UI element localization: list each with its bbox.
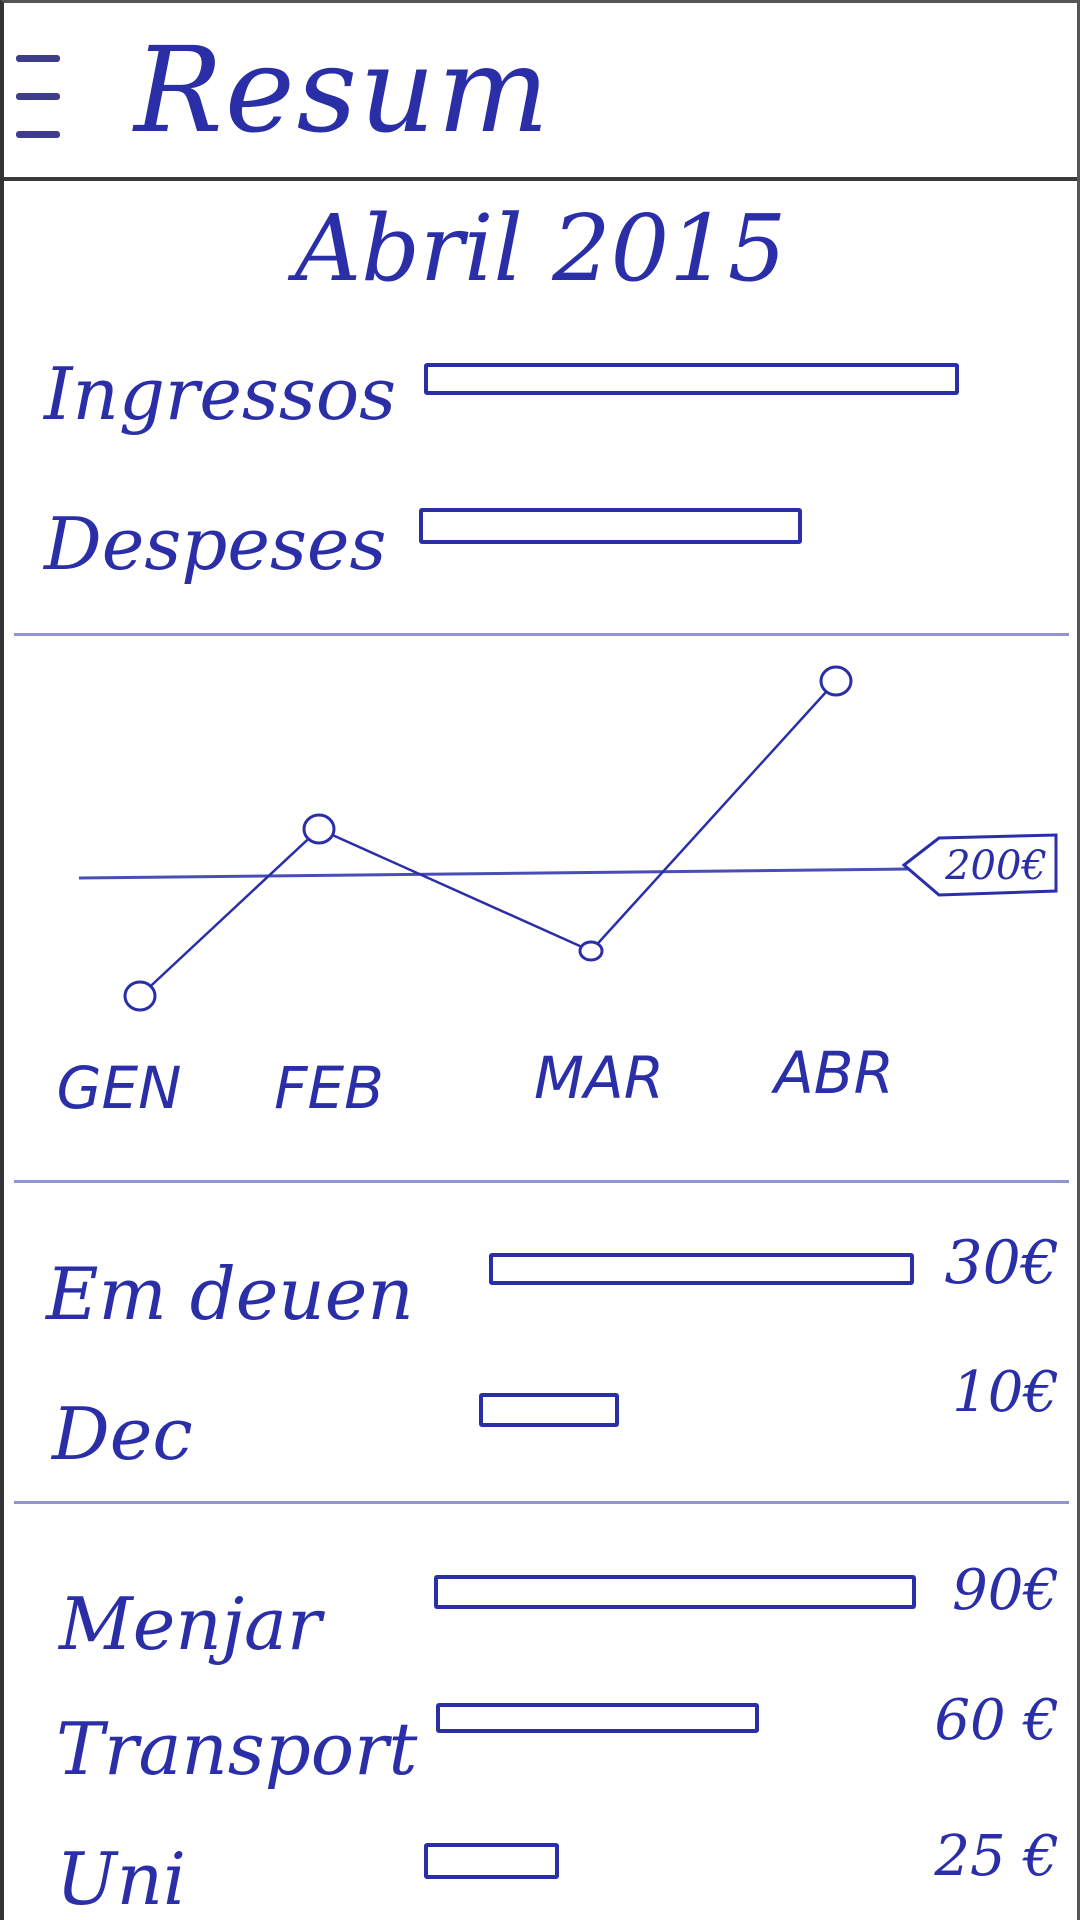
income-bar xyxy=(424,363,959,395)
data-point[interactable] xyxy=(123,980,157,1012)
income-bar-track xyxy=(424,363,959,395)
amount-bar-track xyxy=(436,1703,918,1733)
amount-bar-track xyxy=(434,1575,916,1609)
series-line xyxy=(139,680,837,997)
month-title: Abril 2015 xyxy=(294,195,787,302)
reference-line xyxy=(78,867,910,880)
amount-bar xyxy=(434,1575,916,1609)
monthly-balance-chart[interactable]: 200€ GEN FEB MAR ABR xyxy=(4,653,1077,1133)
income-label: Ingressos xyxy=(44,352,397,436)
x-tick-label: MAR xyxy=(534,1044,664,1112)
amount-bar xyxy=(436,1703,759,1733)
data-point[interactable] xyxy=(819,665,853,697)
amount-value: 30€ xyxy=(944,1228,1059,1298)
amount-bar xyxy=(479,1393,620,1427)
amount-bar-track xyxy=(489,1253,914,1285)
data-point[interactable] xyxy=(302,813,336,845)
app-title: Resum xyxy=(134,21,552,159)
hamburger-menu-icon[interactable] xyxy=(16,55,62,143)
expenses-bar xyxy=(419,508,803,544)
data-point[interactable] xyxy=(578,940,604,962)
row-label: Menjar xyxy=(59,1582,322,1666)
amount-value: 25 € xyxy=(934,1824,1059,1889)
x-tick-label: FEB xyxy=(274,1054,384,1122)
amount-bar-track xyxy=(424,1843,906,1879)
x-tick-label: GEN xyxy=(57,1054,182,1122)
amount-bar-track xyxy=(479,1393,904,1427)
divider xyxy=(14,1180,1069,1183)
row-label: Em deuen xyxy=(46,1252,414,1336)
amount-bar xyxy=(424,1843,559,1879)
x-tick-label: ABR xyxy=(770,1039,894,1107)
reference-tag xyxy=(901,833,1058,897)
amount-value: 10€ xyxy=(952,1360,1059,1425)
row-label: Dec xyxy=(52,1392,193,1476)
row-label: Transport xyxy=(56,1707,418,1791)
expenses-bar-track xyxy=(419,508,959,544)
row-label: Uni xyxy=(56,1837,187,1920)
amount-value: 90€ xyxy=(952,1558,1059,1623)
reference-label: 200€ xyxy=(944,843,1047,889)
app-bar: Resum xyxy=(4,3,1077,181)
amount-bar xyxy=(489,1253,914,1285)
divider xyxy=(14,633,1069,636)
expenses-label: Despeses xyxy=(44,502,387,586)
divider xyxy=(14,1501,1069,1504)
chart-svg: 200€ GEN FEB MAR ABR xyxy=(57,665,1058,1122)
amount-value: 60 € xyxy=(934,1688,1059,1753)
